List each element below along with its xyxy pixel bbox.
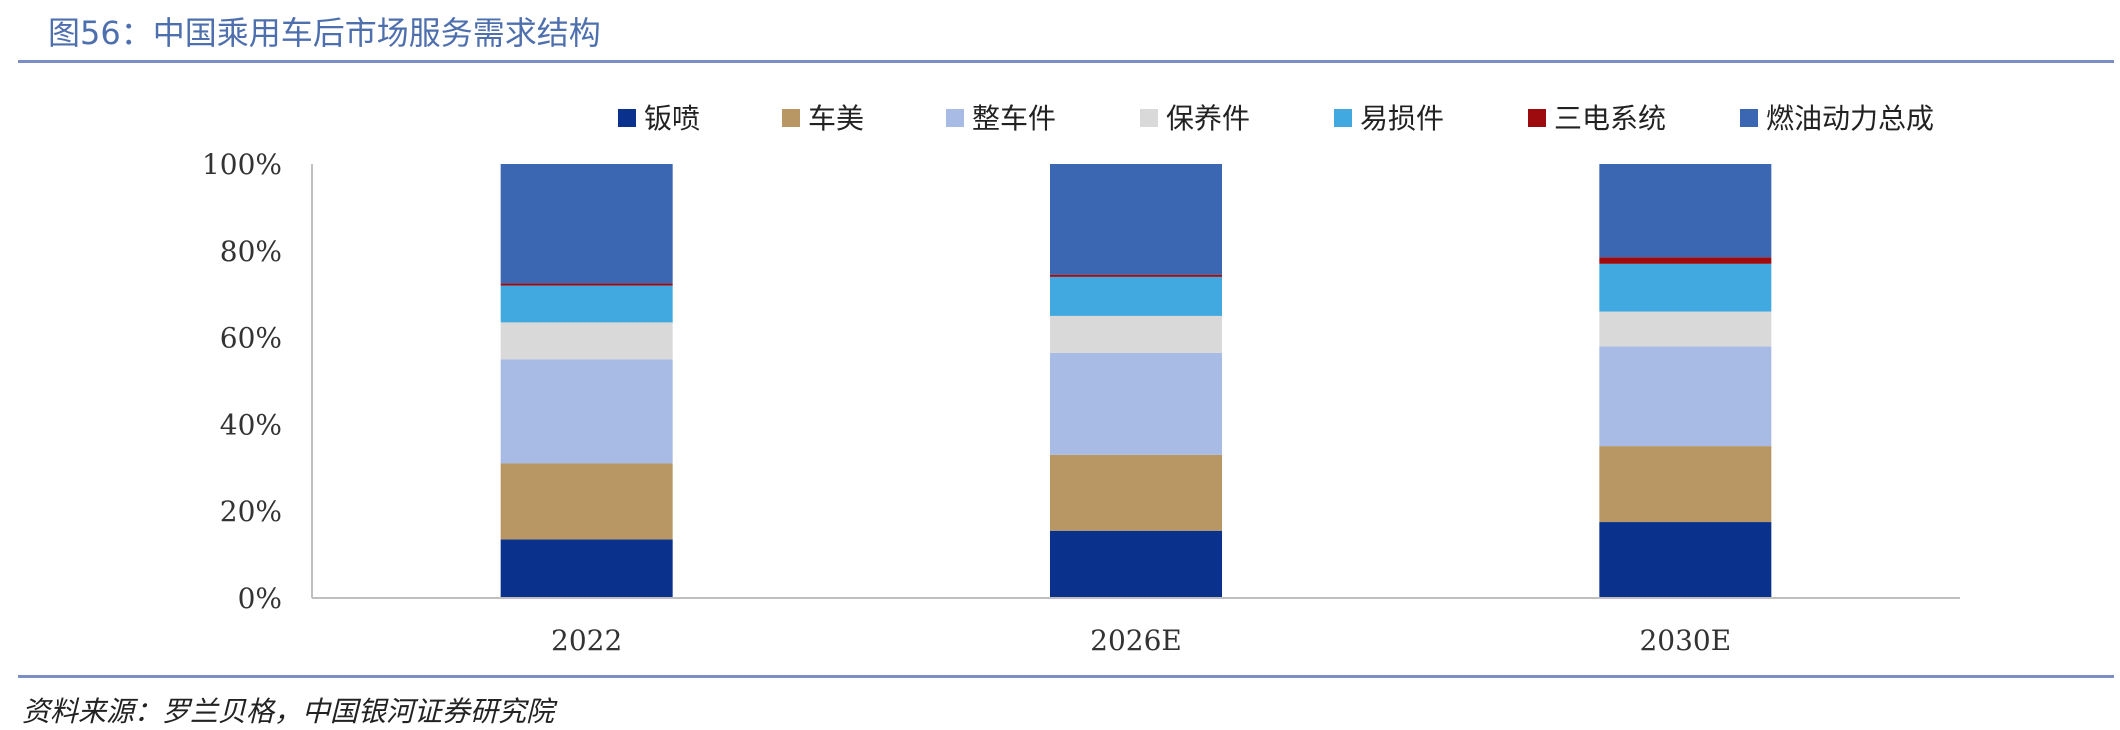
legend-label: 钣喷	[644, 102, 700, 135]
bar-segment	[500, 322, 673, 360]
legend-swatch	[1334, 109, 1352, 127]
bar-segment	[1050, 164, 1222, 275]
bar-segment	[1050, 276, 1222, 316]
legend-swatch	[618, 109, 636, 127]
legend-swatch	[1528, 109, 1546, 127]
legend-label: 保养件	[1166, 102, 1250, 135]
legend-swatch	[946, 109, 964, 127]
bar-segment	[500, 283, 673, 286]
bar-segment	[1599, 346, 1772, 447]
bar-segment	[1599, 257, 1772, 264]
source-rule	[18, 675, 2114, 678]
legend-label: 燃油动力总成	[1766, 102, 1934, 135]
legend-swatch	[1140, 109, 1158, 127]
stacked-bar-chart: 钣喷 车美 整车件 保养件 易损件 三电系统 燃油动力总成 0% 20% 40% 60% 80% 10…	[202, 102, 1960, 657]
figure-title: 图56：中国乘用车后市场服务需求结构	[48, 14, 601, 52]
bar-segment	[1599, 164, 1772, 258]
bar-segment	[500, 463, 673, 540]
y-tick-label: 20%	[220, 495, 282, 528]
bar-segment	[500, 539, 673, 598]
bar-segment	[1599, 522, 1772, 598]
x-tick-label: 2030E	[1639, 624, 1731, 657]
bar-segment	[1050, 274, 1222, 277]
bar-segment	[1050, 352, 1222, 455]
x-tick-label: 2026E	[1090, 624, 1182, 657]
y-tick-label: 60%	[220, 322, 282, 355]
legend-swatch	[782, 109, 800, 127]
y-tick-label: 100%	[202, 148, 282, 181]
bar-segment	[1050, 530, 1222, 598]
bar-segment	[500, 164, 673, 284]
legend: 钣喷 车美 整车件 保养件 易损件 三电系统 燃油动力总成	[618, 102, 1934, 135]
bar-segment	[1599, 263, 1772, 312]
bar-segment	[500, 285, 673, 323]
bars	[500, 164, 1772, 598]
x-axis: 2022 2026E 2030E	[312, 597, 1960, 657]
bar-segment	[1050, 454, 1222, 531]
bar-segment	[1599, 446, 1772, 523]
y-tick-label: 80%	[220, 235, 282, 268]
bar-segment	[500, 359, 673, 464]
legend-label: 整车件	[972, 102, 1056, 135]
y-axis: 0% 20% 40% 60% 80% 100%	[202, 148, 313, 615]
legend-label: 易损件	[1360, 102, 1444, 135]
bar-segment	[1050, 315, 1222, 353]
bar-segment	[1599, 311, 1772, 347]
legend-swatch	[1740, 109, 1758, 127]
x-tick-label: 2022	[551, 624, 622, 657]
legend-label: 三电系统	[1554, 102, 1666, 135]
y-tick-label: 0%	[238, 582, 282, 615]
legend-label: 车美	[808, 102, 864, 135]
title-rule	[18, 60, 2114, 63]
y-tick-label: 40%	[220, 408, 282, 441]
source-note: 资料来源：罗兰贝格，中国银河证券研究院	[22, 695, 555, 728]
